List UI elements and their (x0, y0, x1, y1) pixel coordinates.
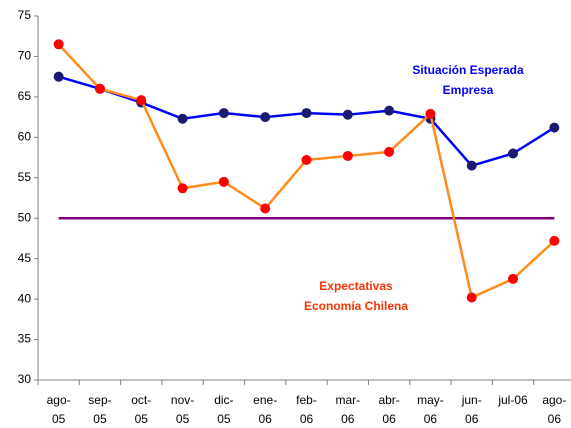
x-tick-label: oct- (131, 393, 151, 407)
marker (94, 83, 105, 94)
y-tick-label: 30 (18, 372, 32, 386)
marker (177, 113, 188, 124)
marker (425, 108, 436, 119)
x-tick-label: 06 (259, 412, 273, 426)
x-tick-label: ago- (542, 393, 566, 407)
marker (260, 112, 271, 123)
x-tick-label: ene- (253, 393, 277, 407)
y-tick-label: 60 (18, 130, 32, 144)
annotation: Economía Chilena (304, 299, 408, 313)
x-tick-label: jul-06 (497, 393, 528, 407)
marker (466, 160, 477, 171)
y-tick-label: 75 (18, 8, 32, 22)
marker (260, 203, 271, 214)
x-tick-label: abr- (378, 393, 399, 407)
marker (384, 146, 395, 157)
x-tick-label: jun- (461, 393, 482, 407)
x-tick-label: 05 (93, 412, 107, 426)
y-tick-label: 55 (18, 170, 32, 184)
x-tick-label: 06 (300, 412, 314, 426)
x-tick-label: 06 (465, 412, 479, 426)
x-tick-label: feb- (296, 393, 317, 407)
marker (342, 150, 353, 161)
x-tick-label: 05 (176, 412, 190, 426)
x-tick-label: may- (417, 393, 444, 407)
x-tick-label: ago- (47, 393, 71, 407)
y-tick-label: 70 (18, 49, 32, 63)
x-tick-label: 06 (424, 412, 438, 426)
marker (53, 39, 64, 50)
marker (466, 292, 477, 303)
y-tick-label: 35 (18, 332, 32, 346)
y-tick-label: 45 (18, 251, 32, 265)
y-tick-label: 40 (18, 291, 32, 305)
marker (549, 235, 560, 246)
marker (53, 71, 64, 82)
annotation: Expectativas (319, 279, 393, 293)
x-tick-label: dic- (214, 393, 233, 407)
x-tick-label: 05 (135, 412, 149, 426)
x-tick-label: mar- (335, 393, 360, 407)
marker (301, 108, 312, 119)
marker (136, 95, 147, 106)
marker (342, 109, 353, 120)
x-tick-label: 05 (52, 412, 66, 426)
x-tick-label: nov- (171, 393, 194, 407)
marker (218, 176, 229, 187)
x-tick-label: 06 (548, 412, 562, 426)
x-tick-label: 05 (217, 412, 231, 426)
marker (508, 273, 519, 284)
annotation: Situación Esperada (412, 63, 524, 77)
annotation: Empresa (443, 83, 494, 97)
y-tick-label: 65 (18, 89, 32, 103)
marker (508, 148, 519, 159)
x-tick-label: 06 (341, 412, 355, 426)
x-tick-label: sep- (88, 393, 111, 407)
x-tick-label: 06 (382, 412, 396, 426)
marker (549, 122, 560, 133)
marker (384, 105, 395, 116)
marker (301, 154, 312, 165)
marker (218, 108, 229, 119)
y-tick-label: 50 (18, 210, 32, 224)
marker (177, 183, 188, 194)
